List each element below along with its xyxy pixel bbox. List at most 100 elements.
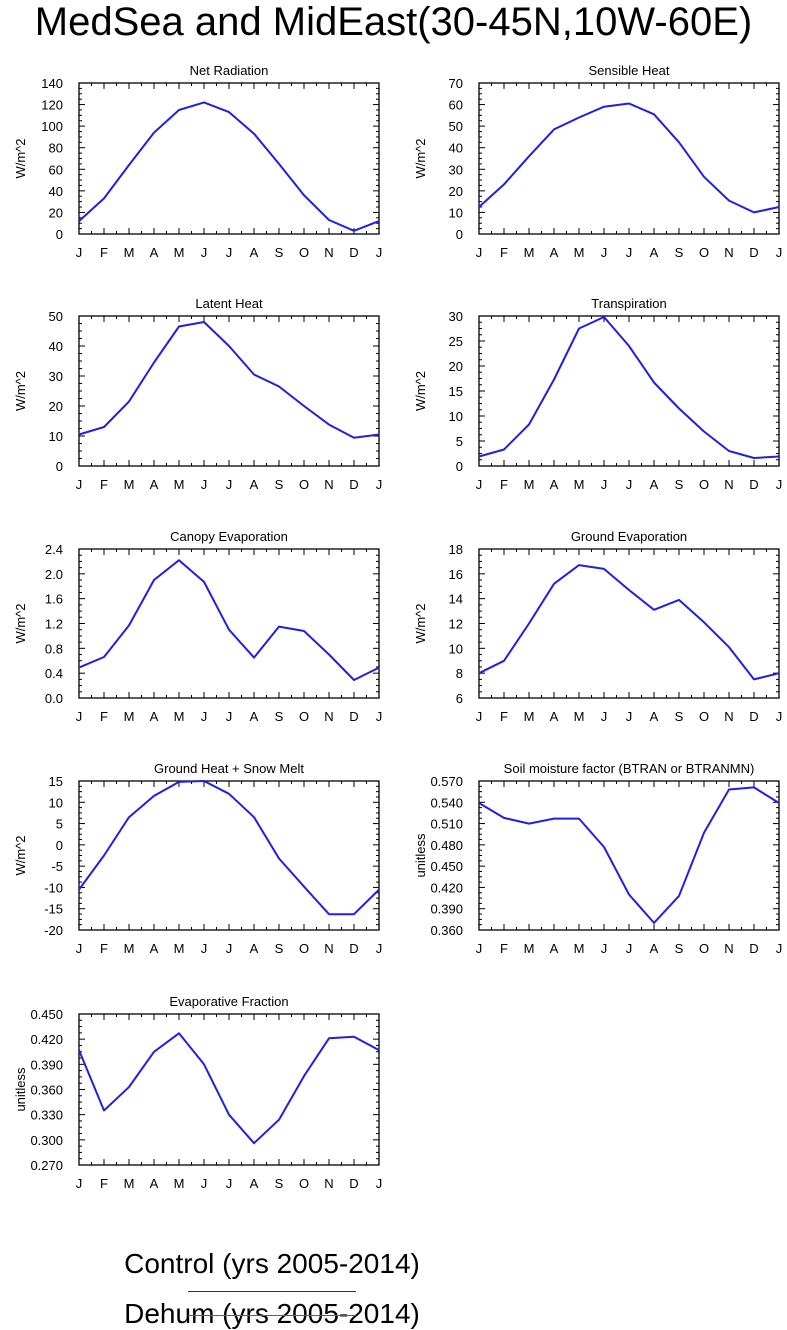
x-tick-label: A (250, 1176, 259, 1191)
x-tick-label: D (349, 245, 358, 260)
x-tick-label: S (275, 709, 284, 724)
y-axis-label: W/m^2 (13, 603, 28, 643)
y-tick-label: 2.4 (45, 542, 63, 557)
y-tick-label: 0.450 (430, 859, 463, 874)
x-tick-label: J (201, 477, 208, 492)
x-tick-label: M (174, 1176, 185, 1191)
x-tick-label: S (675, 245, 684, 260)
chart-title: Soil moisture factor (BTRAN or BTRANMN) (504, 761, 755, 776)
x-tick-label: J (201, 709, 208, 724)
y-tick-label: 2.0 (45, 567, 63, 582)
x-tick-label: M (574, 709, 585, 724)
x-tick-label: M (174, 941, 185, 956)
x-tick-label: M (574, 477, 585, 492)
y-tick-label: 140 (41, 76, 63, 91)
legend-dehum-line (188, 1315, 356, 1316)
x-tick-label: J (626, 941, 633, 956)
x-tick-label: J (376, 245, 383, 260)
x-tick-label: F (500, 245, 508, 260)
x-tick-label: M (524, 709, 535, 724)
x-tick-label: M (524, 245, 535, 260)
x-tick-label: O (699, 941, 709, 956)
y-tick-label: 0.450 (30, 1007, 63, 1022)
y-tick-label: 14 (449, 592, 463, 607)
x-tick-label: F (500, 709, 508, 724)
x-tick-label: J (476, 477, 483, 492)
x-tick-label: A (150, 245, 159, 260)
chart-title: Net Radiation (190, 63, 269, 78)
y-tick-label: 0.480 (430, 838, 463, 853)
x-tick-label: M (174, 709, 185, 724)
x-tick-label: J (76, 477, 83, 492)
x-tick-label: J (476, 245, 483, 260)
y-tick-label: 5 (56, 817, 63, 832)
x-tick-label: M (124, 709, 135, 724)
x-tick-label: J (776, 477, 783, 492)
x-tick-label: F (500, 941, 508, 956)
x-tick-label: S (275, 1176, 284, 1191)
y-tick-label: 0.330 (30, 1108, 63, 1123)
plot-frame (78, 548, 380, 699)
y-tick-label: 0.570 (430, 774, 463, 789)
x-tick-label: A (550, 477, 559, 492)
y-tick-label: 0 (56, 459, 63, 474)
x-tick-label: J (376, 709, 383, 724)
x-tick-label: M (174, 245, 185, 260)
x-tick-label: J (226, 1176, 233, 1191)
x-tick-label: O (299, 1176, 309, 1191)
chart-panel-3: J F M A M J J A S O N D J051015202530TranspirationW/… (413, 296, 782, 492)
x-tick-label: A (550, 941, 559, 956)
x-tick-label: A (250, 245, 259, 260)
series-line-control (78, 780, 380, 916)
y-tick-label: -10 (44, 880, 63, 895)
y-tick-label: 8 (456, 666, 463, 681)
figure-title: MedSea and MidEast(30-45N,10W-60E) (34, 0, 753, 44)
x-tick-label: N (724, 941, 733, 956)
y-tick-label: 60 (449, 98, 463, 113)
x-tick-label: M (524, 477, 535, 492)
series-line-control (478, 316, 780, 459)
x-tick-label: J (476, 941, 483, 956)
y-axis-label: W/m^2 (13, 835, 28, 875)
x-tick-label: F (100, 709, 108, 724)
x-tick-label: N (724, 709, 733, 724)
chart-title: Canopy Evaporation (170, 529, 288, 544)
x-tick-label: A (650, 941, 659, 956)
x-tick-label: O (299, 477, 309, 492)
y-tick-label: 18 (449, 542, 463, 557)
x-tick-label: S (275, 941, 284, 956)
plot-frame (478, 82, 780, 235)
y-tick-label: 10 (49, 795, 63, 810)
x-tick-label: O (299, 709, 309, 724)
x-tick-label: N (724, 245, 733, 260)
y-tick-label: 0.8 (45, 641, 63, 656)
y-tick-label: 40 (449, 141, 463, 156)
plot-frame (78, 780, 380, 931)
y-tick-label: 0 (456, 459, 463, 474)
x-tick-label: J (76, 1176, 83, 1191)
y-tick-label: 70 (449, 76, 463, 91)
x-tick-label: A (150, 477, 159, 492)
y-tick-label: 40 (49, 184, 63, 199)
x-tick-label: M (574, 941, 585, 956)
x-tick-label: O (699, 245, 709, 260)
y-tick-label: 12 (449, 617, 463, 632)
chart-title: Transpiration (591, 296, 666, 311)
x-tick-label: F (500, 477, 508, 492)
x-tick-label: D (349, 477, 358, 492)
x-tick-label: F (100, 245, 108, 260)
x-tick-label: S (675, 941, 684, 956)
plot-frame (478, 548, 780, 699)
chart-title: Sensible Heat (589, 63, 670, 78)
y-tick-label: 0.540 (430, 795, 463, 810)
y-tick-label: -15 (44, 902, 63, 917)
x-tick-label: M (524, 941, 535, 956)
series-line-control (478, 102, 780, 214)
x-tick-label: N (324, 245, 333, 260)
x-tick-label: D (749, 477, 758, 492)
x-tick-label: D (749, 709, 758, 724)
y-tick-label: 20 (49, 205, 63, 220)
x-tick-label: D (749, 941, 758, 956)
series-line-control (78, 559, 380, 681)
